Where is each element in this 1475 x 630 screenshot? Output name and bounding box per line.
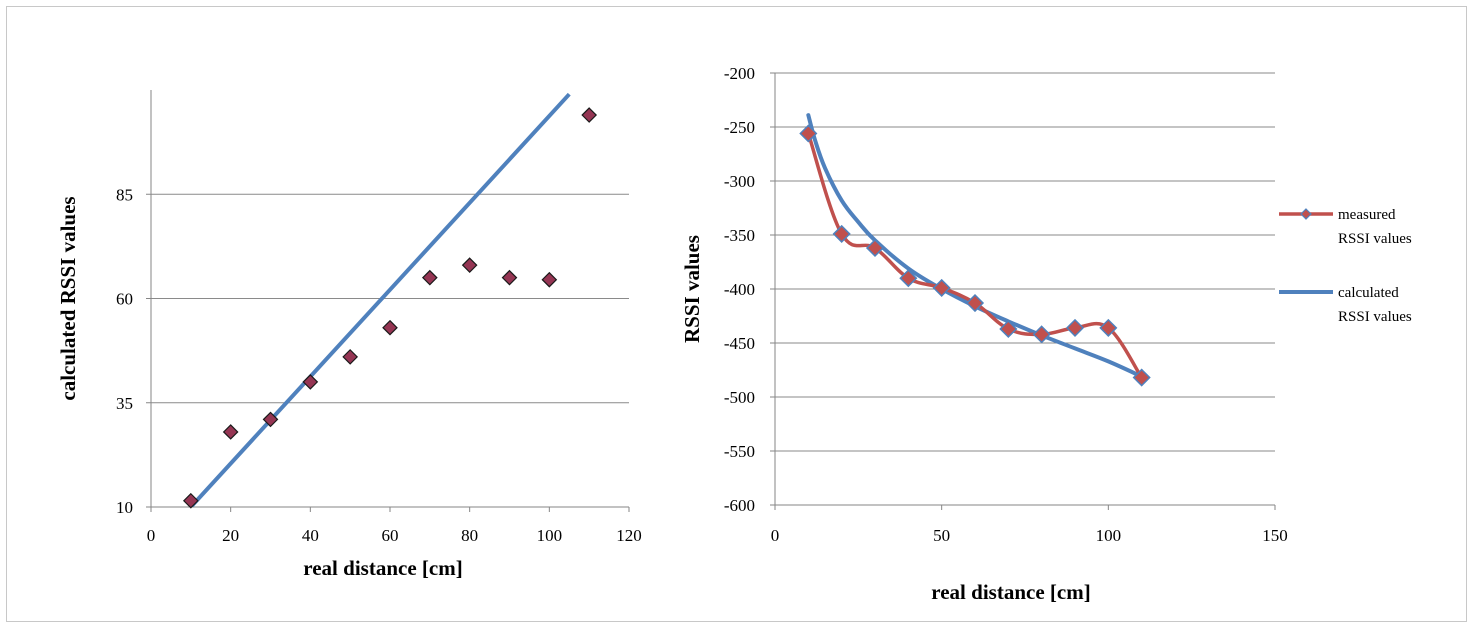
data-point [1065, 318, 1085, 337]
legend-label: measured [1338, 207, 1396, 223]
series-line-measured [806, 132, 1144, 379]
x-tick-label: 150 [1262, 526, 1288, 545]
data-point [222, 424, 239, 440]
data-point [182, 492, 199, 509]
data-point [262, 411, 279, 428]
legend-label: RSSI values [1338, 309, 1412, 325]
x-tick-label: 120 [616, 526, 642, 545]
data-point [999, 319, 1018, 339]
legend-label: RSSI values [1338, 231, 1412, 247]
data-point [865, 238, 885, 258]
data-point [799, 124, 818, 143]
x-tick-label: 60 [382, 526, 399, 545]
data-point [932, 278, 951, 297]
legend-entry-1: measured RSSI values [1279, 207, 1412, 247]
data-point [581, 107, 598, 123]
y-axis-title: calculated RSSI values [56, 196, 80, 400]
series-line-calculated [806, 113, 1144, 379]
y-tick-label: 10 [116, 498, 133, 517]
data-point [899, 269, 918, 288]
data-point [1132, 368, 1151, 387]
charts-canvas: 10 35 60 85 0 20 40 60 80 100 120 real distance [cm… [56, 64, 1412, 604]
data-point [1099, 318, 1118, 337]
x-axis-title: real distance [cm] [303, 556, 462, 580]
data-point [461, 257, 478, 273]
data-point [342, 349, 359, 365]
y-tick-label: -500 [724, 388, 755, 407]
x-tick-label: 100 [537, 526, 563, 545]
trend-line [189, 92, 571, 507]
y-tick-label: 60 [116, 290, 133, 309]
data-point [832, 224, 851, 243]
y-tick-label: 85 [116, 185, 133, 204]
y-axis-title: RSSI values [680, 235, 704, 343]
chart-1: 10 35 60 85 0 20 40 60 80 100 120 real distance [cm… [56, 90, 642, 580]
y-tick-label: -400 [724, 280, 755, 299]
legend-label: calculated [1338, 285, 1399, 301]
legend-marker [1300, 208, 1312, 220]
x-tick-label: 80 [461, 526, 478, 545]
chart-2: -200 -250 -300 -350 -400 -450 -500 -550 -600 0 50 1… [680, 64, 1412, 604]
x-tick-label: 100 [1096, 526, 1122, 545]
y-tick-label: -350 [724, 226, 755, 245]
figure-frame: 10 35 60 85 0 20 40 60 80 100 120 real distance [cm… [6, 6, 1467, 622]
x-tick-label: 20 [222, 526, 239, 545]
x-tick-label: 50 [933, 526, 950, 545]
legend-entry-2: calculated RSSI values [1279, 285, 1412, 325]
y-tick-label: 35 [116, 394, 133, 413]
y-tick-label: -600 [724, 496, 755, 515]
data-point [1032, 325, 1051, 344]
y-tick-label: -550 [724, 442, 755, 461]
data-point [501, 269, 518, 286]
y-tick-label: -200 [724, 64, 755, 83]
x-tick-label: 40 [302, 526, 319, 545]
data-point [541, 271, 558, 288]
data-point [421, 269, 438, 286]
x-axis-title: real distance [cm] [931, 580, 1090, 604]
data-point [965, 293, 985, 313]
y-tick-label: -250 [724, 118, 755, 137]
data-point [382, 319, 398, 336]
data-point [302, 374, 319, 390]
x-tick-label: 0 [147, 526, 156, 545]
y-tick-label: -300 [724, 172, 755, 191]
x-tick-label: 0 [771, 526, 780, 545]
y-tick-label: -450 [724, 334, 755, 353]
